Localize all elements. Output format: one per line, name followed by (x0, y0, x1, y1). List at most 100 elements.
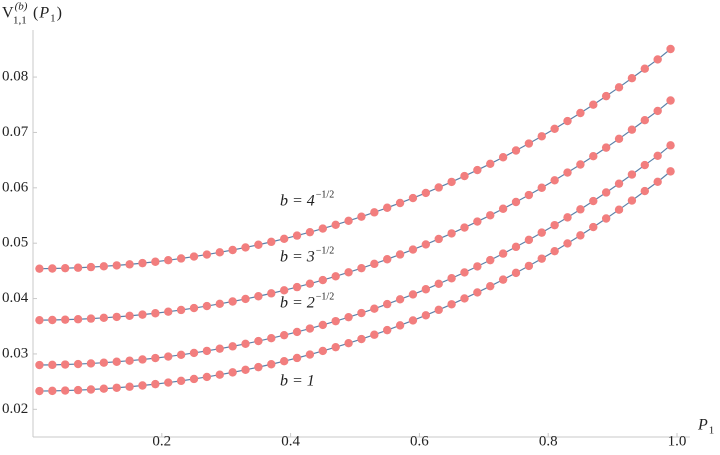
y-axis-label: ( (33, 5, 38, 22)
data-point (370, 259, 379, 269)
data-point (537, 183, 546, 192)
data-point (627, 196, 637, 205)
data-point (576, 108, 585, 118)
data-point (653, 55, 662, 64)
data-point (164, 255, 173, 265)
data-point (601, 143, 611, 152)
series-label: b = 2 (280, 295, 315, 312)
data-point (267, 334, 276, 343)
data-point (614, 83, 624, 92)
data-point (614, 205, 624, 214)
data-point (460, 268, 469, 277)
data-point (48, 360, 57, 370)
data-point (383, 255, 392, 264)
data-point (344, 216, 353, 226)
data-point (331, 272, 340, 281)
data-point (267, 237, 276, 247)
data-point (666, 141, 675, 150)
data-point (550, 220, 559, 230)
data-point (498, 275, 508, 284)
data-point (550, 176, 559, 185)
data-point (370, 304, 379, 313)
data-point (408, 245, 418, 254)
data-point (473, 217, 482, 226)
data-point (537, 132, 546, 141)
data-point (292, 327, 302, 337)
data-point (112, 261, 121, 270)
data-point (344, 268, 353, 277)
data-point (99, 262, 109, 271)
data-point (176, 254, 186, 263)
data-point (447, 229, 456, 238)
x-tick-label: 0.8 (539, 433, 558, 449)
y-tick-label: 0.07 (2, 124, 29, 140)
data-point (86, 262, 96, 272)
data-point (421, 285, 431, 294)
data-point (408, 316, 418, 325)
data-point (176, 376, 186, 386)
series-label: b = 1 (280, 373, 315, 390)
data-point (202, 301, 212, 311)
data-point (112, 312, 121, 322)
data-point (189, 252, 199, 261)
y-tick-label: 0.03 (2, 345, 28, 361)
data-point (434, 305, 443, 315)
data-point (241, 339, 250, 349)
data-point (254, 362, 263, 372)
data-point (331, 342, 340, 352)
data-point (112, 357, 121, 366)
data-point (576, 231, 585, 240)
data-point (48, 315, 57, 325)
data-point (627, 125, 637, 134)
data-point (434, 234, 443, 244)
data-point (395, 250, 405, 259)
data-point (279, 356, 289, 366)
data-point (640, 116, 649, 125)
data-point (279, 286, 289, 295)
data-point (151, 257, 160, 266)
data-point (125, 311, 134, 321)
data-point (383, 299, 392, 309)
y-tick-label: 0.05 (2, 235, 28, 251)
data-point (473, 165, 482, 175)
data-point (35, 264, 44, 273)
data-point (73, 315, 83, 324)
data-point (176, 305, 186, 315)
data-point (357, 308, 366, 318)
y-axis-label: (b) (15, 1, 28, 13)
data-point (86, 359, 96, 368)
data-point (279, 234, 289, 244)
data-point (267, 360, 276, 369)
data-point (408, 290, 418, 299)
data-point (614, 134, 624, 144)
data-point (511, 268, 521, 278)
data-point (305, 324, 315, 333)
data-point (202, 372, 212, 382)
data-point (215, 344, 224, 353)
data-point (460, 171, 469, 181)
series-label: b = 3 (280, 249, 315, 266)
data-point (99, 313, 109, 323)
data-point (318, 224, 327, 233)
data-point (640, 186, 649, 196)
data-point (292, 231, 302, 240)
data-point (189, 348, 199, 358)
data-point (434, 183, 443, 192)
data-point (563, 116, 572, 126)
data-point (138, 381, 147, 390)
data-point (215, 248, 224, 257)
data-point (267, 289, 276, 298)
y-axis-label: ) (57, 5, 62, 22)
y-tick-label: 0.08 (2, 69, 28, 85)
data-point (138, 355, 147, 364)
data-point (524, 235, 534, 245)
data-point (292, 282, 302, 292)
x-axis-label: 1 (709, 425, 715, 437)
data-point (60, 263, 70, 273)
data-point (370, 330, 379, 339)
data-point (254, 292, 263, 301)
data-point (666, 44, 675, 54)
data-point (550, 246, 559, 256)
data-point (331, 316, 340, 326)
series-label: −1/2 (316, 291, 334, 302)
